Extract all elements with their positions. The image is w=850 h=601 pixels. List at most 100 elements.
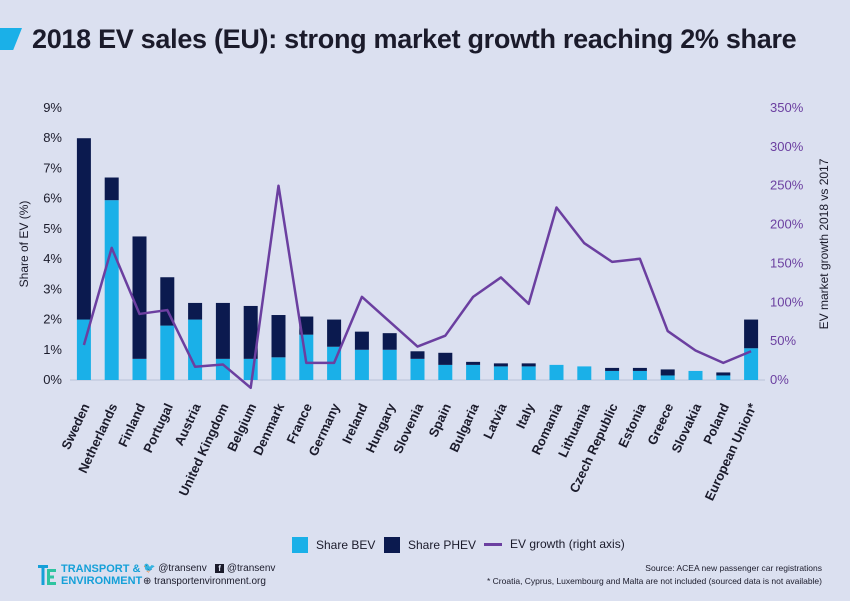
y-right-tick-label: 250% xyxy=(770,178,804,193)
y-left-tick-label: 2% xyxy=(43,312,62,327)
bar-phev xyxy=(716,372,731,376)
bar-bev xyxy=(493,366,508,380)
bar-phev xyxy=(327,319,342,347)
y-left-tick-label: 3% xyxy=(43,281,62,296)
facebook-icon: f xyxy=(215,564,225,573)
legend-label-bev: Share BEV xyxy=(316,538,376,552)
twitter-link[interactable]: 🐦 @transenv xyxy=(143,563,207,574)
y-right-tick-label: 50% xyxy=(770,333,796,348)
y-right-tick-label: 100% xyxy=(770,294,804,309)
logo-line-1: TRANSPORT & xyxy=(61,563,141,575)
legend-swatch-bev xyxy=(292,537,308,553)
y-right-tick-label: 350% xyxy=(770,100,804,115)
bar-phev xyxy=(382,333,397,350)
source-text: Source: ACEA new passenger car registrat… xyxy=(645,563,822,573)
x-tick-label: Latvia xyxy=(480,400,510,441)
bar-phev xyxy=(744,319,759,349)
bar-bev xyxy=(243,358,258,380)
bar-bev xyxy=(410,358,425,380)
page-title: 2018 EV sales (EU): strong market growth… xyxy=(32,24,797,54)
bar-phev xyxy=(76,138,91,320)
bar-bev xyxy=(160,325,175,380)
website-url: transportenvironment.org xyxy=(154,576,266,587)
bar-bev xyxy=(744,348,759,380)
x-tick-label: France xyxy=(283,401,315,446)
x-tick-label: Italy xyxy=(513,400,538,431)
y-right-tick-label: 200% xyxy=(770,217,804,232)
bar-phev xyxy=(632,367,647,371)
bar-phev xyxy=(466,361,481,365)
bar-bev xyxy=(549,364,564,380)
legend-swatch-growth xyxy=(484,542,502,546)
y-right-tick-label: 300% xyxy=(770,139,804,154)
bar-phev xyxy=(410,351,425,359)
bar-bev xyxy=(104,200,119,380)
y-right-axis-label: EV market growth 2018 vs 2017 xyxy=(817,158,831,329)
bar-bev xyxy=(632,370,647,380)
bar-phev xyxy=(188,302,203,320)
bar-phev xyxy=(660,369,675,376)
y-left-tick-label: 4% xyxy=(43,251,62,266)
legend-item-bev: Share BEV xyxy=(292,537,375,553)
te-logo-icon xyxy=(38,565,56,585)
bar-bev xyxy=(521,366,536,380)
bar-bev xyxy=(466,364,481,380)
y-left-tick-label: 0% xyxy=(43,372,62,387)
bar-bev xyxy=(716,375,731,380)
bar-phev xyxy=(243,305,258,359)
y-right-tick-label: 0% xyxy=(770,372,789,387)
bar-phev xyxy=(271,315,286,358)
bar-phev xyxy=(160,277,175,326)
legend-label-phev: Share PHEV xyxy=(408,538,477,552)
y-left-tick-label: 7% xyxy=(43,160,62,175)
bar-bev xyxy=(382,349,397,380)
y-left-tick-label: 5% xyxy=(43,221,62,236)
website-link[interactable]: ⊕ transportenvironment.org xyxy=(143,576,266,587)
y-left-tick-label: 1% xyxy=(43,342,62,357)
twitter-handle: @transenv xyxy=(158,563,207,574)
y-left-tick-label: 9% xyxy=(43,100,62,115)
y-left-axis-label: Share of EV (%) xyxy=(17,201,31,288)
te-logo[interactable]: TRANSPORT & ENVIRONMENT xyxy=(38,563,142,587)
globe-icon: ⊕ xyxy=(143,576,152,587)
facebook-link[interactable]: f @transenv xyxy=(215,563,275,574)
bar-bev xyxy=(660,375,675,380)
x-tick-label: Ireland xyxy=(339,401,371,446)
bar-bev xyxy=(271,357,286,380)
bar-phev xyxy=(521,363,536,367)
source-note: Source: ACEA new passenger car registrat… xyxy=(487,562,822,588)
legend-item-growth: EV growth (right axis) xyxy=(484,537,625,551)
legend-label-growth: EV growth (right axis) xyxy=(510,537,625,551)
x-tick-label: European Union* xyxy=(702,400,761,503)
bar-bev xyxy=(688,370,703,380)
bar-bev xyxy=(354,349,369,380)
y-right-tick-label: 150% xyxy=(770,255,804,270)
bar-phev xyxy=(132,236,147,359)
y-left-tick-label: 6% xyxy=(43,191,62,206)
logo-line-2: ENVIRONMENT xyxy=(61,575,143,587)
bar-bev xyxy=(438,364,453,380)
bar-phev xyxy=(215,302,230,359)
bar-bev xyxy=(188,319,203,380)
social-links: 🐦 @transenv f @transenv ⊕ transportenvir… xyxy=(143,562,275,588)
bar-bev xyxy=(605,370,620,380)
x-tick-label: Spain xyxy=(425,401,454,439)
legend-swatch-phev xyxy=(384,537,400,553)
bar-phev xyxy=(605,367,620,371)
series-line-ev-growth xyxy=(82,184,752,390)
te-logo-text: TRANSPORT & ENVIRONMENT xyxy=(61,563,142,587)
twitter-icon: 🐦 xyxy=(143,563,156,574)
bar-phev xyxy=(438,352,453,365)
bar-phev xyxy=(493,363,508,367)
bar-bev xyxy=(132,358,147,380)
facebook-handle: @transenv xyxy=(226,563,276,574)
bar-phev xyxy=(354,331,369,350)
bar-phev xyxy=(104,177,119,201)
y-left-tick-label: 8% xyxy=(43,130,62,145)
legend-item-phev: Share PHEV xyxy=(384,537,476,553)
bar-phev xyxy=(299,316,314,335)
bar-bev xyxy=(577,366,592,380)
footnote-text: * Croatia, Cyprus, Luxembourg and Malta … xyxy=(487,576,822,586)
chart-legend: Share BEV Share PHEV EV growth (right ax… xyxy=(0,537,850,559)
